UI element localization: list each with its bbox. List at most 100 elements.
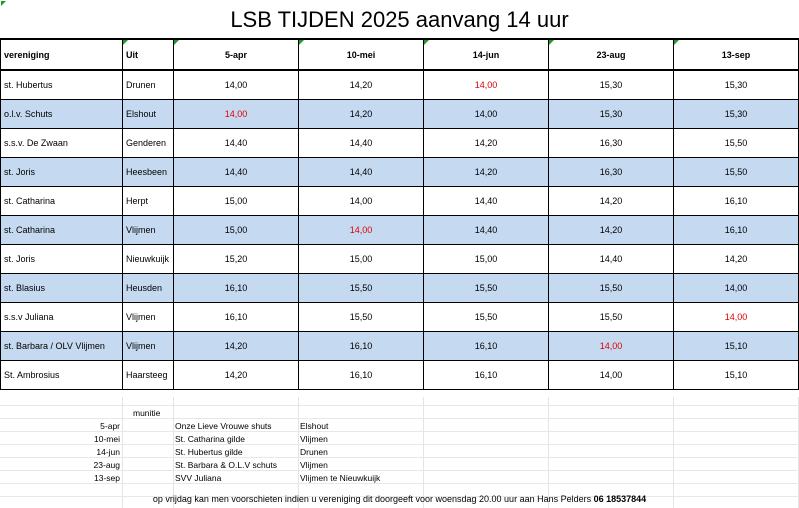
cell-time[interactable]: 14,00 (673, 302, 799, 332)
cell-time[interactable]: 16,10 (673, 215, 799, 245)
cell-time[interactable]: 14,00 (298, 186, 424, 216)
table-row: st. Joris Heesbeen 14,40 14,40 14,20 16,30 15,… (0, 157, 799, 187)
cell-time[interactable]: 15,50 (298, 302, 424, 332)
cell-time[interactable]: 14,40 (423, 186, 549, 216)
cell-time[interactable]: 14,20 (173, 331, 299, 361)
cell-time[interactable]: 16,10 (173, 273, 299, 303)
cell-uit[interactable]: Herpt (122, 186, 174, 216)
cell-time[interactable]: 15,50 (548, 302, 674, 332)
cell-vereniging[interactable]: s.s.v Juliana (0, 302, 123, 332)
cell-time[interactable]: 15,00 (173, 186, 299, 216)
cell-time[interactable]: 14,40 (548, 244, 674, 274)
cell-time[interactable]: 14,20 (548, 186, 674, 216)
header-date-4[interactable]: 23-aug (548, 38, 674, 71)
cell-vereniging[interactable]: st. Joris (0, 244, 123, 274)
cell-vereniging[interactable]: st. Catharina (0, 186, 123, 216)
cell-time[interactable]: 14,40 (298, 157, 424, 187)
table-row: St. Ambrosius Haarsteeg 14,20 16,10 16,10 14,… (0, 360, 799, 390)
cell-time[interactable]: 14,40 (423, 215, 549, 245)
cell-time[interactable]: 14,20 (298, 99, 424, 129)
cell-time[interactable]: 15,50 (673, 157, 799, 187)
cell-time[interactable]: 16,10 (423, 331, 549, 361)
cell-uit[interactable]: Heesbeen (122, 157, 174, 187)
schedule-table: vereniging Uit 5-apr 10-mei 14-jun 23-au… (0, 38, 799, 390)
cell-time[interactable]: 14,00 (548, 360, 674, 390)
cell-time[interactable]: 14,00 (548, 331, 674, 361)
header-date-5[interactable]: 13-sep (673, 38, 799, 71)
cell-time[interactable]: 15,00 (423, 244, 549, 274)
header-date-3[interactable]: 14-jun (423, 38, 549, 71)
cell-time[interactable]: 15,00 (173, 215, 299, 245)
munitie-club: St. Barbara & O.L.V schuts (175, 460, 278, 470)
cell-time[interactable]: 15,30 (673, 69, 799, 100)
munitie-place: Vlijmen te Nieuwkuijk (300, 473, 381, 483)
cell-vereniging[interactable]: st. Catharina (0, 215, 123, 245)
munitie-place: Drunen (300, 447, 328, 457)
header-date-1[interactable]: 5-apr (173, 38, 299, 71)
cell-time[interactable]: 14,40 (298, 128, 424, 158)
header-date-2[interactable]: 10-mei (298, 38, 424, 71)
cell-time[interactable]: 14,00 (423, 99, 549, 129)
cell-time[interactable]: 14,00 (173, 69, 299, 100)
cell-time[interactable]: 14,40 (173, 128, 299, 158)
cell-time[interactable]: 14,20 (423, 157, 549, 187)
cell-time[interactable]: 14,00 (673, 273, 799, 303)
cell-uit[interactable]: Vlijmen (122, 215, 174, 245)
cell-time[interactable]: 16,10 (173, 302, 299, 332)
cell-uit[interactable]: Nieuwkuijk (122, 244, 174, 274)
cell-uit[interactable]: Vlijmen (122, 331, 174, 361)
cell-time[interactable]: 15,30 (548, 69, 674, 100)
cell-time[interactable]: 15,50 (548, 273, 674, 303)
table-row: st. Blasius Heusden 16,10 15,50 15,50 15,50 14… (0, 273, 799, 303)
cell-time[interactable]: 16,30 (548, 157, 674, 187)
cell-time[interactable]: 14,20 (423, 128, 549, 158)
footer-text: op vrijdag kan men voorschieten indien u… (152, 494, 594, 504)
cell-uit[interactable]: Haarsteeg (122, 360, 174, 390)
cell-time[interactable]: 16,30 (548, 128, 674, 158)
cell-time[interactable]: 15,30 (548, 99, 674, 129)
cell-time[interactable]: 15,10 (673, 360, 799, 390)
header-vereniging[interactable]: vereniging (0, 38, 123, 71)
cell-time[interactable]: 14,00 (298, 215, 424, 245)
munitie-date: 13-sep (94, 473, 120, 483)
table-row: s.s.v Juliana Vlijmen 16,10 15,50 15,50 15,50… (0, 302, 799, 332)
cell-time[interactable]: 14,20 (548, 215, 674, 245)
cell-time[interactable]: 14,40 (173, 157, 299, 187)
cell-time[interactable]: 16,10 (298, 331, 424, 361)
header-row: vereniging Uit 5-apr 10-mei 14-jun 23-au… (0, 38, 799, 71)
comment-marker-icon (424, 40, 429, 45)
cell-vereniging[interactable]: St. Ambrosius (0, 360, 123, 390)
cell-time[interactable]: 15,30 (673, 99, 799, 129)
cell-time[interactable]: 16,10 (673, 186, 799, 216)
comment-marker-icon (123, 40, 128, 45)
cell-vereniging[interactable]: st. Hubertus (0, 69, 123, 100)
comment-marker-icon (549, 40, 554, 45)
cell-time[interactable]: 15,50 (423, 302, 549, 332)
cell-time[interactable]: 15,10 (673, 331, 799, 361)
munitie-club: St. Hubertus gilde (175, 447, 243, 457)
munitie-date: 5-apr (100, 421, 120, 431)
cell-vereniging[interactable]: st. Blasius (0, 273, 123, 303)
cell-uit[interactable]: Heusden (122, 273, 174, 303)
cell-uit[interactable]: Vlijmen (122, 302, 174, 332)
cell-time[interactable]: 15,00 (298, 244, 424, 274)
cell-vereniging[interactable]: o.l.v. Schuts (0, 99, 123, 129)
cell-time[interactable]: 14,20 (298, 69, 424, 100)
header-uit[interactable]: Uit (122, 38, 174, 71)
cell-time[interactable]: 15,50 (673, 128, 799, 158)
cell-vereniging[interactable]: st. Joris (0, 157, 123, 187)
cell-vereniging[interactable]: st. Barbara / OLV Vlijmen (0, 331, 123, 361)
cell-time[interactable]: 15,50 (298, 273, 424, 303)
cell-time[interactable]: 16,10 (298, 360, 424, 390)
cell-time[interactable]: 15,20 (173, 244, 299, 274)
cell-uit[interactable]: Genderen (122, 128, 174, 158)
cell-time[interactable]: 14,20 (173, 360, 299, 390)
cell-time[interactable]: 15,50 (423, 273, 549, 303)
cell-time[interactable]: 14,00 (423, 69, 549, 100)
cell-vereniging[interactable]: s.s.v. De Zwaan (0, 128, 123, 158)
cell-time[interactable]: 14,00 (173, 99, 299, 129)
cell-uit[interactable]: Drunen (122, 69, 174, 100)
cell-time[interactable]: 16,10 (423, 360, 549, 390)
cell-uit[interactable]: Elshout (122, 99, 174, 129)
cell-time[interactable]: 14,20 (673, 244, 799, 274)
